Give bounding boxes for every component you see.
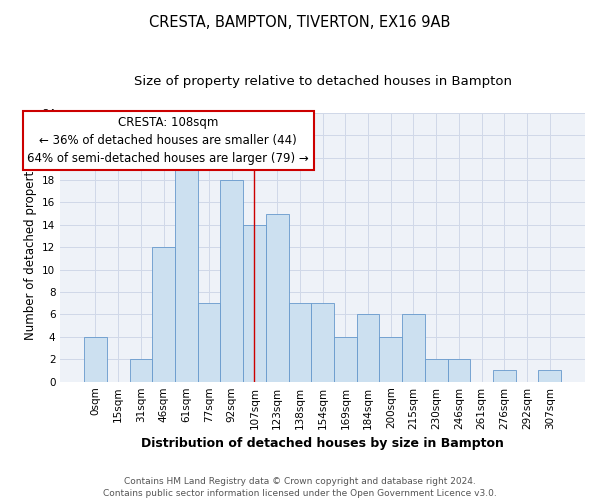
Title: Size of property relative to detached houses in Bampton: Size of property relative to detached ho…	[134, 75, 512, 88]
Bar	[493, 370, 516, 382]
Bar	[152, 247, 175, 382]
Bar	[538, 370, 561, 382]
Bar	[266, 214, 289, 382]
Text: Contains HM Land Registry data © Crown copyright and database right 2024.
Contai: Contains HM Land Registry data © Crown c…	[103, 476, 497, 498]
Bar	[175, 169, 197, 382]
Text: CRESTA, BAMPTON, TIVERTON, EX16 9AB: CRESTA, BAMPTON, TIVERTON, EX16 9AB	[149, 15, 451, 30]
Bar	[289, 304, 311, 382]
Text: CRESTA: 108sqm
← 36% of detached houses are smaller (44)
64% of semi-detached ho: CRESTA: 108sqm ← 36% of detached houses …	[27, 116, 309, 165]
Bar	[334, 337, 357, 382]
Bar	[357, 314, 379, 382]
Bar	[84, 337, 107, 382]
Bar	[311, 304, 334, 382]
Bar	[402, 314, 425, 382]
Bar	[379, 337, 402, 382]
Bar	[243, 225, 266, 382]
Bar	[425, 360, 448, 382]
Bar	[448, 360, 470, 382]
Bar	[130, 360, 152, 382]
Bar	[197, 304, 220, 382]
X-axis label: Distribution of detached houses by size in Bampton: Distribution of detached houses by size …	[141, 437, 504, 450]
Y-axis label: Number of detached properties: Number of detached properties	[23, 154, 37, 340]
Bar	[220, 180, 243, 382]
